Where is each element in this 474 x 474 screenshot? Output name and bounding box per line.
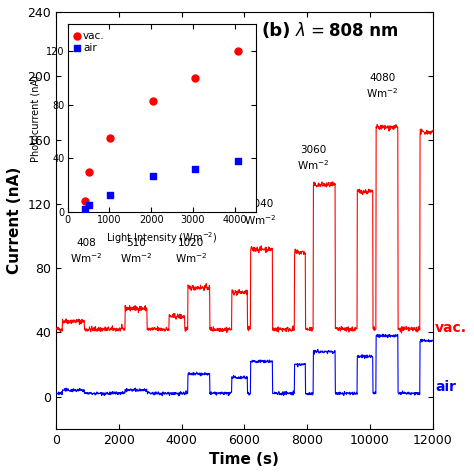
Text: (b): (b) (261, 22, 291, 40)
Text: vac.: vac. (435, 321, 467, 335)
Text: $\lambda$ =: $\lambda$ = (295, 22, 327, 40)
Text: 510
Wm$^{-2}$: 510 Wm$^{-2}$ (120, 238, 153, 265)
Text: 408
Wm$^{-2}$: 408 Wm$^{-2}$ (70, 238, 102, 265)
X-axis label: Time (s): Time (s) (210, 452, 279, 467)
Text: 1020
Wm$^{-2}$: 1020 Wm$^{-2}$ (175, 238, 207, 265)
Text: 2040
Wm$^{-2}$: 2040 Wm$^{-2}$ (244, 200, 276, 227)
Text: 4080
Wm$^{-2}$: 4080 Wm$^{-2}$ (366, 73, 399, 100)
Text: 808 nm: 808 nm (329, 22, 399, 40)
Text: 3060
Wm$^{-2}$: 3060 Wm$^{-2}$ (297, 145, 329, 172)
Text: air: air (435, 380, 456, 394)
Y-axis label: Current (nA): Current (nA) (7, 167, 22, 274)
